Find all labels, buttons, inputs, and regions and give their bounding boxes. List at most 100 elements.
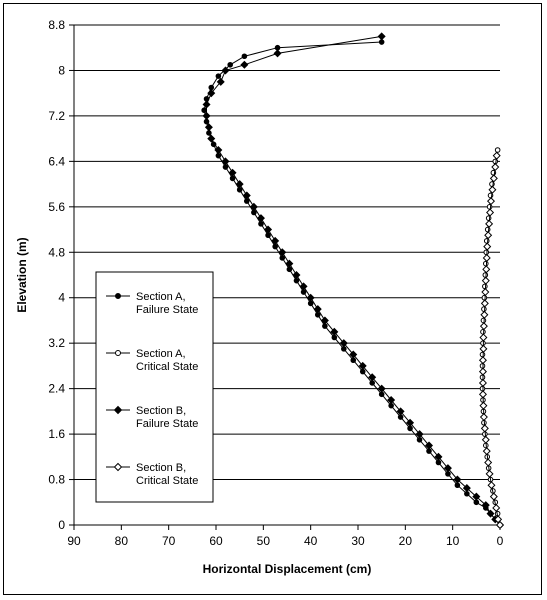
x-tick-label: 20 <box>399 534 413 548</box>
data-point <box>331 334 338 341</box>
data-point <box>482 272 489 278</box>
x-tick-label: 70 <box>162 534 176 548</box>
data-point <box>274 44 281 51</box>
data-point <box>349 350 358 359</box>
data-point <box>201 107 207 114</box>
data-point <box>485 215 492 221</box>
data-point <box>479 401 488 410</box>
data-point <box>479 333 488 342</box>
series-line <box>203 41 501 526</box>
data-point <box>214 145 223 155</box>
data-point <box>495 520 505 530</box>
x-tick-label: 50 <box>257 534 271 548</box>
data-point <box>481 294 488 301</box>
data-point <box>485 219 494 228</box>
data-point <box>240 60 249 69</box>
data-point <box>486 509 495 518</box>
data-point <box>483 249 490 256</box>
data-point <box>369 380 376 386</box>
data-point <box>480 329 486 335</box>
data-point <box>306 293 315 302</box>
legend-label: Failure State <box>136 304 198 316</box>
data-point <box>273 49 282 58</box>
y-tick-label: 6.4 <box>48 154 65 168</box>
y-tick-labels: 0 0.8 1.6 2.4 3.2 4 4.8 5.6 6.4 7.2 8 8.8 <box>48 18 65 532</box>
data-point <box>279 255 286 261</box>
legend-label: Section B, <box>136 462 186 474</box>
data-point <box>285 259 294 268</box>
y-axis-label: Elevation (m) <box>15 237 29 312</box>
x-tick-label: 60 <box>209 534 223 548</box>
series-line <box>482 155 501 526</box>
data-point <box>481 276 490 285</box>
data-point <box>482 283 488 290</box>
data-point <box>480 310 489 319</box>
data-point <box>424 441 434 450</box>
data-point <box>479 374 486 381</box>
series-3 <box>202 32 505 530</box>
y-tick-label: 0 <box>58 518 65 532</box>
y-tick-label: 4.8 <box>48 245 65 259</box>
x-tick-label: 30 <box>351 534 365 548</box>
data-point <box>494 147 501 153</box>
data-point <box>489 174 498 183</box>
data-point <box>454 482 461 489</box>
x-tick-label: 80 <box>115 534 129 548</box>
data-point <box>435 459 442 466</box>
y-tick-label: 2.4 <box>48 382 65 396</box>
data-point <box>243 198 250 204</box>
data-point <box>483 238 490 244</box>
data-point <box>481 288 490 297</box>
data-point <box>115 350 121 356</box>
data-point <box>484 226 491 233</box>
data-point <box>481 306 487 312</box>
y-tick-label: 7.2 <box>48 109 65 123</box>
data-point <box>249 202 258 211</box>
data-point <box>486 204 493 210</box>
data-point <box>480 424 489 433</box>
data-point <box>115 293 121 299</box>
data-point <box>481 501 490 510</box>
data-point <box>484 231 493 240</box>
y-tick-label: 4 <box>58 291 65 305</box>
data-point <box>207 89 216 98</box>
data-point <box>272 243 278 250</box>
data-point <box>473 499 480 506</box>
series-1 <box>201 39 503 528</box>
data-point <box>241 53 248 60</box>
y-tick-label: 3.2 <box>48 336 65 350</box>
data-point <box>479 351 486 358</box>
data-point <box>113 462 123 472</box>
series-group <box>201 32 505 530</box>
legend-label: Section A, <box>136 291 186 303</box>
data-point <box>492 158 499 165</box>
data-point <box>486 197 496 206</box>
legend-label: Section B, <box>136 405 186 417</box>
data-point <box>388 402 394 409</box>
data-point <box>378 39 385 45</box>
x-tick-labels: 90 80 70 60 50 40 30 20 10 0 <box>67 534 503 548</box>
data-point <box>434 452 443 461</box>
data-point <box>221 157 230 166</box>
legend-label: Critical State <box>136 475 198 487</box>
data-point <box>426 448 432 454</box>
data-point <box>479 385 486 392</box>
data-point <box>485 469 494 478</box>
data-point <box>299 282 308 291</box>
y-tick-label: 5.6 <box>48 200 65 214</box>
data-point <box>480 299 489 308</box>
data-point <box>341 346 347 352</box>
data-point <box>377 32 386 41</box>
data-point <box>478 390 487 399</box>
y-tick-label: 8.8 <box>48 18 65 32</box>
series-line <box>206 35 501 526</box>
data-point <box>377 384 386 393</box>
data-point <box>494 515 503 524</box>
data-point <box>350 357 357 364</box>
data-point <box>479 363 486 369</box>
data-point <box>251 209 257 216</box>
data-point <box>265 232 271 239</box>
data-point <box>293 277 300 284</box>
data-point <box>322 323 328 329</box>
